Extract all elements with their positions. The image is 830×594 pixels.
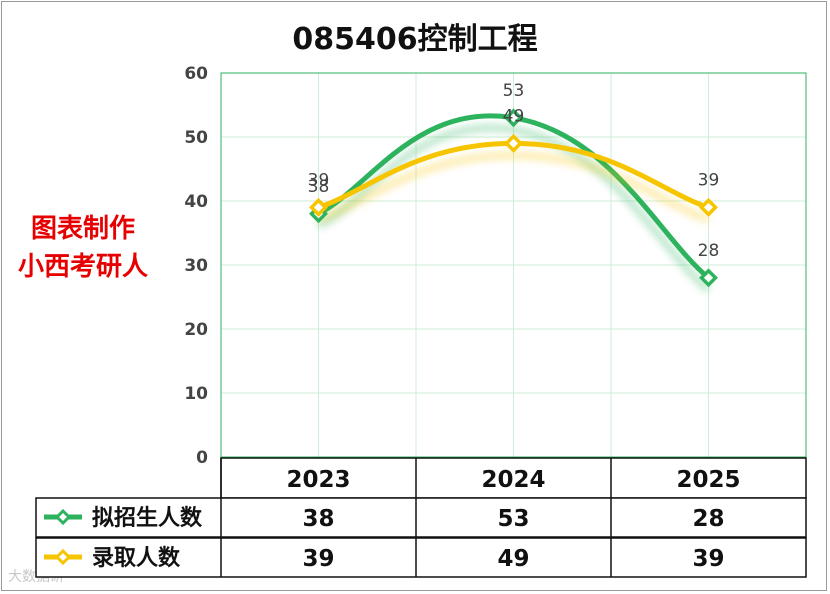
data-point bbox=[309, 197, 328, 217]
data-point bbox=[699, 268, 718, 288]
table-value: 39 bbox=[302, 546, 334, 572]
table-header-row bbox=[220, 457, 807, 499]
table-category-label: 2024 bbox=[481, 467, 545, 493]
legend-key-marker bbox=[54, 548, 72, 566]
series-markers-2: 39 49 39 bbox=[308, 106, 720, 217]
y-tick-label: 60 bbox=[184, 64, 208, 84]
data-point bbox=[504, 133, 523, 153]
data-point bbox=[699, 197, 718, 217]
table-value: 38 bbox=[302, 506, 334, 532]
series-line-shadow bbox=[317, 151, 710, 223]
y-tick-label: 10 bbox=[184, 384, 208, 404]
data-table: 2023 2024 2025 拟招生人数 38 53 28 录取人数 39 49 39 bbox=[35, 457, 807, 578]
data-label: 39 bbox=[308, 170, 330, 190]
legend-series-name: 录取人数 bbox=[92, 545, 181, 571]
data-label: 28 bbox=[698, 241, 720, 261]
y-tick-label: 0 bbox=[196, 448, 208, 468]
plot-area-border bbox=[220, 72, 807, 458]
table-category-label: 2025 bbox=[676, 467, 740, 493]
data-label: 39 bbox=[698, 170, 720, 190]
y-tick-label: 50 bbox=[184, 128, 208, 148]
data-label: 53 bbox=[503, 81, 525, 101]
data-label: 38 bbox=[308, 177, 330, 197]
table-value: 39 bbox=[692, 546, 724, 572]
table-value: 53 bbox=[497, 506, 529, 532]
legend-key-marker bbox=[54, 508, 72, 526]
data-label: 49 bbox=[503, 106, 525, 126]
series-markers-1: 38 53 28 bbox=[308, 81, 720, 288]
watermark-line-2: 小西考研人 bbox=[17, 252, 148, 282]
table-row bbox=[35, 537, 807, 578]
table-category-label: 2023 bbox=[286, 467, 350, 493]
table-value: 28 bbox=[692, 506, 724, 532]
series-line-shadow bbox=[316, 124, 711, 293]
watermark-text: 图表制作 小西考研人 bbox=[8, 210, 158, 286]
data-point bbox=[504, 108, 523, 128]
table-row bbox=[35, 497, 807, 538]
watermark-line-1: 图表制作 bbox=[30, 214, 135, 244]
legend-series-name: 拟招生人数 bbox=[92, 505, 203, 531]
table-value: 49 bbox=[497, 546, 529, 572]
y-tick-label: 20 bbox=[184, 320, 208, 340]
y-tick-label: 40 bbox=[184, 192, 208, 212]
y-tick-label: 30 bbox=[184, 256, 208, 276]
chart-title: 085406控制工程 bbox=[292, 22, 538, 57]
